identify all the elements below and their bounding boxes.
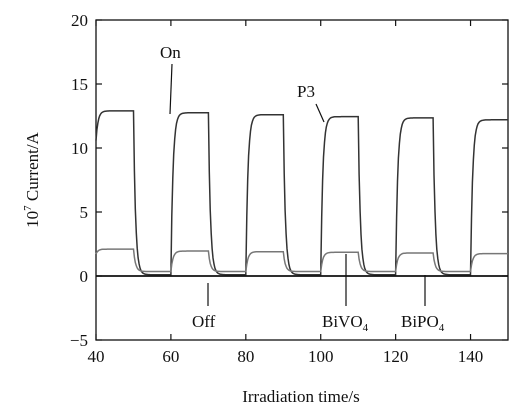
annotation-on-pointer bbox=[169, 63, 173, 115]
annotation-bipo4: BiPO4 bbox=[401, 312, 445, 334]
annotation-off: Off bbox=[192, 312, 216, 331]
annotation-p3: P3 bbox=[297, 82, 315, 101]
series-p3 bbox=[95, 110, 508, 276]
annotation-bivo4: BiVO4 bbox=[322, 312, 369, 334]
x-tick-label: 140 bbox=[458, 347, 484, 366]
x-tick-label: 120 bbox=[383, 347, 409, 366]
y-axis-label: 107 Current/A bbox=[22, 131, 42, 227]
ticks bbox=[95, 19, 508, 341]
y-tick-label: −5 bbox=[70, 331, 88, 350]
annotation-on: On bbox=[160, 43, 181, 62]
series-bivo4 bbox=[95, 248, 508, 273]
y-tick-label: 5 bbox=[80, 203, 89, 222]
x-tick-label: 60 bbox=[162, 347, 179, 366]
plot-area bbox=[95, 19, 509, 341]
x-axis-label: Irradiation time/s bbox=[242, 387, 360, 406]
y-tick-label: 0 bbox=[80, 267, 89, 286]
y-tick-label: 10 bbox=[71, 139, 88, 158]
y-tick-label: 15 bbox=[71, 75, 88, 94]
x-tick-label: 80 bbox=[237, 347, 254, 366]
annotation-p3-pointer bbox=[315, 103, 325, 123]
y-tick-label: 20 bbox=[71, 11, 88, 30]
curves bbox=[95, 110, 508, 277]
x-tick-label: 100 bbox=[308, 347, 334, 366]
x-tick-label: 40 bbox=[88, 347, 105, 366]
plot-frame bbox=[95, 19, 509, 341]
tick-labels: 40 60 80 100 120 140 −5 0 5 10 15 20 bbox=[70, 11, 483, 366]
